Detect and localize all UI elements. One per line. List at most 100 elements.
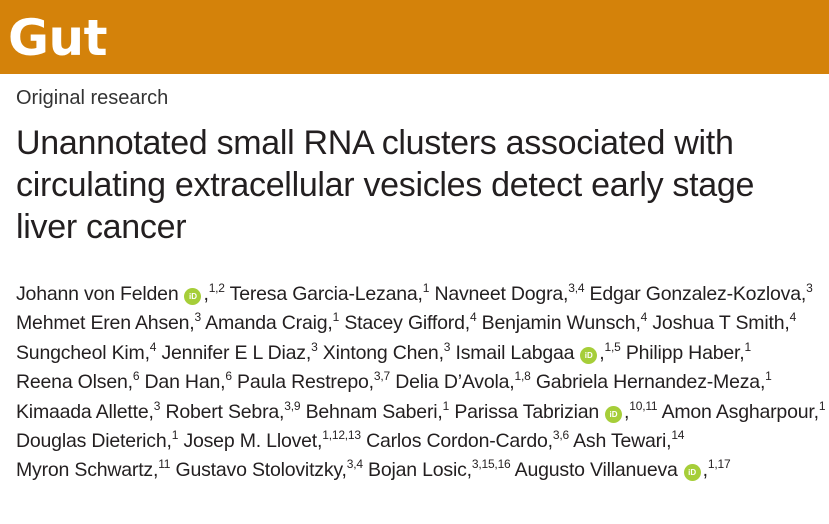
author-name[interactable]: Parissa Tabrizian (454, 400, 600, 423)
author-name[interactable]: Gustavo Stolovitzky (175, 459, 342, 482)
orcid-icon[interactable]: iD (184, 288, 202, 305)
article-section-label: Original research (16, 87, 169, 109)
author-entry: Navneet Dogra,3,4 (434, 281, 585, 305)
author-entry: Joshua T Smith,4 (652, 310, 797, 335)
author-entry: Douglas Dieterich,1 (16, 428, 179, 453)
affiliation-superscript: 3 (806, 281, 813, 295)
author-entry: Robert Sebra,3,9 (165, 398, 301, 423)
author-name[interactable]: Amanda Craig (205, 312, 328, 335)
author-name[interactable]: Behnam Saberi (305, 400, 438, 423)
author-name[interactable]: Carlos Cordon-Cardo (366, 430, 548, 453)
author-entry: Josep M. Llovet,1,12,13 (183, 428, 361, 453)
affiliation-superscript: 3 (153, 398, 161, 413)
affiliation-superscript: 1 (171, 428, 179, 443)
author-entry: Reena Olsen,6 (16, 369, 140, 394)
author-entry: Carlos Cordon-Cardo,3,6 (366, 428, 569, 453)
author-name[interactable]: Myron Schwartz (16, 459, 153, 482)
affiliation-superscript: 11 (158, 457, 171, 472)
orcid-icon[interactable]: iD (683, 464, 701, 482)
journal-logo: Gut (8, 9, 108, 67)
article-title: Unannotated small RNA clusters associate… (16, 124, 755, 246)
affiliation-superscript: 1,17 (707, 457, 731, 472)
author-entry: Myron Schwartz,11 (16, 457, 171, 482)
affiliation-superscript: 1,12,13 (322, 428, 361, 443)
author-name[interactable]: Mehmet Eren Ahsen (16, 312, 190, 335)
affiliation-superscript: 3 (311, 339, 318, 354)
author-name[interactable]: Xintong Chen (322, 341, 439, 364)
author-name[interactable]: Joshua T Smith (652, 312, 785, 335)
author-entry: Delia D’Avola,1,8 (395, 369, 531, 394)
author-entry: Amanda Craig,1 (205, 310, 340, 335)
author-entry: Edgar Gonzalez-Kozlova,3 (589, 281, 813, 305)
author-name[interactable]: Augusto Villanueva (514, 459, 678, 482)
affiliation-superscript: 3,9 (284, 398, 301, 413)
journal-banner: Gut (0, 0, 829, 74)
author-entry: Kimaada Allette,3 (16, 398, 161, 423)
author-entry: Amon Asgharpour,1 (661, 398, 826, 423)
author-entry: Jennifer E L Diaz,3 (161, 339, 318, 364)
affiliation-superscript: 4 (789, 310, 797, 325)
affiliation-superscript: 4 (640, 310, 648, 325)
affiliation-superscript: 3 (194, 310, 202, 325)
orcid-icon[interactable]: iD (605, 405, 623, 423)
affiliation-superscript: 3,4 (568, 281, 585, 295)
author-name[interactable]: Kimaada Allette (16, 400, 149, 423)
author-entry: Mehmet Eren Ahsen,3 (16, 310, 202, 335)
orcid-icon[interactable]: iD (580, 346, 598, 364)
author-entry: Ash Tewari,14 (573, 428, 685, 453)
author-name[interactable]: Robert Sebra (165, 400, 280, 423)
affiliation-superscript: 1 (744, 339, 751, 354)
affiliation-superscript: 1 (332, 310, 340, 325)
author-name[interactable]: Gabriela Hernandez-Meza (535, 371, 760, 394)
author-name[interactable]: Philipp Haber (625, 341, 740, 364)
author-name[interactable]: Jennifer E L Diaz (161, 341, 306, 364)
author-entry: Teresa Garcia-Lezana,1 (229, 281, 430, 305)
affiliation-superscript: 3,7 (373, 369, 390, 384)
affiliation-superscript: 1 (442, 398, 450, 413)
author-name[interactable]: Delia D’Avola (395, 371, 510, 394)
author-name[interactable]: Dan Han (144, 371, 221, 394)
affiliation-superscript: 3,15,16 (471, 457, 511, 472)
author-name[interactable]: Reena Olsen (16, 371, 128, 394)
author-entry: Stacey Gifford,4 (344, 310, 477, 335)
author-name[interactable]: Ash Tewari (573, 430, 667, 453)
author-name[interactable]: Navneet Dogra (434, 283, 564, 305)
affiliation-superscript: 1 (818, 398, 826, 413)
affiliation-superscript: 1,2 (208, 281, 225, 295)
affiliation-superscript: 3,4 (346, 457, 363, 472)
author-name[interactable]: Johann von Felden (16, 283, 179, 305)
affiliation-superscript: 4 (149, 339, 157, 354)
author-name[interactable]: Amon Asgharpour (661, 400, 814, 423)
author-entry: Xintong Chen,3 (322, 339, 451, 364)
author-entry: Behnam Saberi,1 (305, 398, 450, 423)
author-name[interactable]: Douglas Dieterich (16, 430, 167, 453)
affiliation-superscript: 6 (225, 369, 232, 384)
author-entry: Bojan Losic,3,15,16 (368, 457, 511, 482)
affiliation-superscript: 1,5 (604, 339, 621, 354)
author-name[interactable]: Bojan Losic (368, 459, 467, 482)
author-entry: Augusto Villanueva iD ,1,17 (514, 457, 731, 482)
author-entry: Gabriela Hernandez-Meza,1 (535, 369, 772, 394)
affiliation-superscript: 3,6 (552, 428, 569, 443)
author-entry: Philipp Haber,1 (625, 339, 751, 364)
author-entry: Benjamin Wunsch,4 (481, 310, 648, 335)
author-entry: Johann von Felden iD ,1,2 (16, 281, 225, 305)
affiliation-superscript: 10,11 (629, 398, 658, 413)
author-entry: Sungcheol Kim,4 (16, 339, 157, 364)
author-entry: Paula Restrepo,3,7 (237, 369, 390, 394)
affiliation-superscript: 6 (132, 369, 140, 384)
author-name[interactable]: Teresa Garcia-Lezana (229, 283, 418, 305)
author-entry: Parissa Tabrizian iD ,10,11 (454, 398, 658, 423)
author-name[interactable]: Benjamin Wunsch (481, 312, 636, 335)
author-name[interactable]: Stacey Gifford (344, 312, 465, 335)
author-name[interactable]: Sungcheol Kim (16, 341, 145, 364)
author-entry: Dan Han,6 (144, 369, 232, 394)
author-name[interactable]: Ismail Labgaa (455, 341, 575, 364)
affiliation-superscript: 1 (765, 369, 772, 384)
author-name[interactable]: Edgar Gonzalez-Kozlova (589, 283, 802, 305)
author-name[interactable]: Paula Restrepo (237, 371, 369, 394)
author-name[interactable]: Josep M. Llovet (183, 430, 318, 453)
author-list: Johann von Felden iD ,1,2 Teresa Garcia-Le… (16, 280, 826, 486)
affiliation-superscript: 3 (443, 339, 451, 354)
author-entry: Gustavo Stolovitzky,3,4 (175, 457, 364, 482)
